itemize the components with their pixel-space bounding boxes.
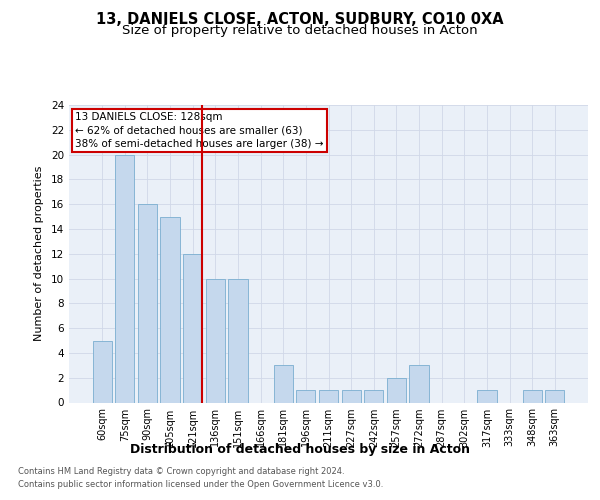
Bar — [364, 390, 383, 402]
Bar — [409, 366, 428, 403]
Bar — [183, 254, 202, 402]
Bar — [115, 154, 134, 402]
Bar — [387, 378, 406, 402]
Bar — [138, 204, 157, 402]
Bar — [296, 390, 316, 402]
Text: 13 DANIELS CLOSE: 128sqm
← 62% of detached houses are smaller (63)
38% of semi-d: 13 DANIELS CLOSE: 128sqm ← 62% of detach… — [75, 112, 324, 149]
Bar — [341, 390, 361, 402]
Bar — [319, 390, 338, 402]
Text: Distribution of detached houses by size in Acton: Distribution of detached houses by size … — [130, 442, 470, 456]
Bar — [160, 216, 180, 402]
Bar — [274, 366, 293, 403]
Text: Size of property relative to detached houses in Acton: Size of property relative to detached ho… — [122, 24, 478, 37]
Bar — [92, 340, 112, 402]
Bar — [477, 390, 497, 402]
Bar — [229, 278, 248, 402]
Text: Contains HM Land Registry data © Crown copyright and database right 2024.: Contains HM Land Registry data © Crown c… — [18, 467, 344, 476]
Text: Contains public sector information licensed under the Open Government Licence v3: Contains public sector information licen… — [18, 480, 383, 489]
Bar — [206, 278, 225, 402]
Y-axis label: Number of detached properties: Number of detached properties — [34, 166, 44, 342]
Bar — [523, 390, 542, 402]
Text: 13, DANIELS CLOSE, ACTON, SUDBURY, CO10 0XA: 13, DANIELS CLOSE, ACTON, SUDBURY, CO10 … — [96, 12, 504, 28]
Bar — [545, 390, 565, 402]
